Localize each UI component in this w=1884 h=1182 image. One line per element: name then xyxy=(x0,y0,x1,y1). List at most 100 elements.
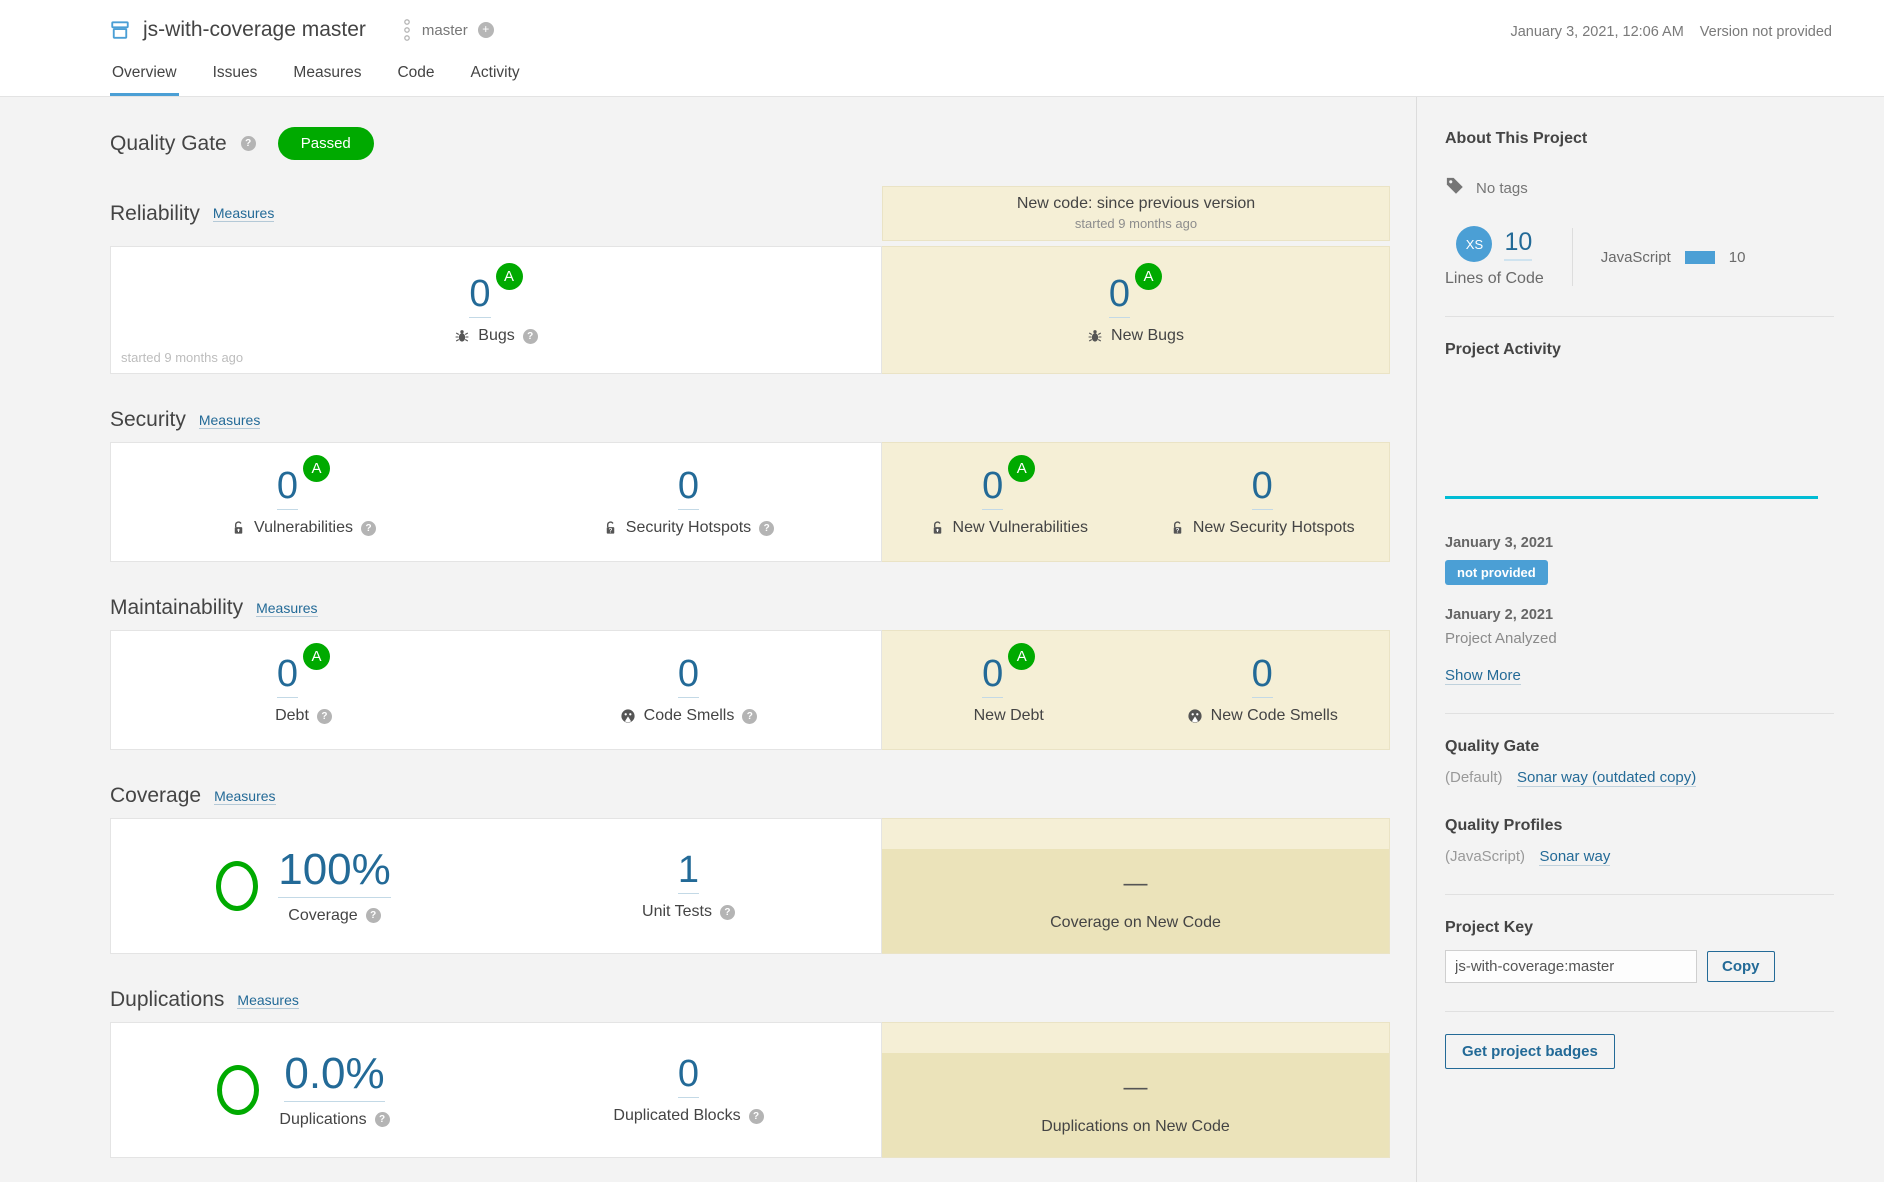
measure-security-hotspots: 0 ? Security Hotspots ? xyxy=(496,466,881,538)
rating-badge: A xyxy=(1008,454,1036,482)
svg-text:?: ? xyxy=(608,528,612,535)
bug-icon xyxy=(1087,328,1103,344)
security-hotspot-icon: ? xyxy=(1170,520,1185,536)
tab-measures[interactable]: Measures xyxy=(293,64,362,81)
measure-code-smells: 0 Code Smells ? xyxy=(496,654,881,726)
unit-tests-value-link[interactable]: 1 xyxy=(677,850,700,895)
project-tabs: Overview Issues Measures Code Activity xyxy=(110,56,522,96)
help-icon[interactable]: ? xyxy=(522,328,538,344)
section-head-coverage: Coverage Measures xyxy=(110,784,1390,808)
coverage-new-code-label: Coverage on New Code xyxy=(1050,914,1221,931)
activity-event: January 2, 2021 Project Analyzed xyxy=(1445,607,1834,647)
divider xyxy=(1445,894,1834,895)
duplications-gauge-icon xyxy=(217,1065,260,1115)
activity-sparkline[interactable] xyxy=(1445,383,1834,499)
section-head-security: Security Measures xyxy=(110,408,1390,432)
measure-new-code-smells: 0 New Code Smells xyxy=(1136,654,1390,726)
help-icon[interactable]: ? xyxy=(719,904,735,920)
measure-duplications: 0.0% Duplications ? xyxy=(111,1051,496,1128)
new-code-banner-subtitle: started 9 months ago xyxy=(1074,216,1198,231)
measures-link-security[interactable]: Measures xyxy=(198,411,261,429)
duplications-value-link[interactable]: 0.0% xyxy=(284,1051,385,1102)
help-icon[interactable]: ? xyxy=(361,520,376,536)
maintainability-overall-card: 0 A Debt ? 0 xyxy=(110,630,882,750)
svg-text:?: ? xyxy=(1175,528,1179,535)
add-branch-icon[interactable]: + xyxy=(477,22,494,38)
duplications-newcode-card: — Duplications on New Code xyxy=(882,1022,1390,1158)
rating-badge: A xyxy=(303,642,331,670)
project-key-input[interactable] xyxy=(1445,950,1697,983)
branch-selector[interactable]: master + xyxy=(402,18,494,42)
hotspots-value-link[interactable]: 0 xyxy=(677,466,700,511)
reliability-newcode-card: 0 A xyxy=(882,246,1390,374)
new-bugs-value-link[interactable]: 0 xyxy=(1108,274,1131,319)
quality-gate-status-badge: Passed xyxy=(277,127,374,160)
measures-link-reliability[interactable]: Measures xyxy=(212,205,275,222)
new-code-banner: New code: since previous version started… xyxy=(882,186,1390,241)
section-head-maintainability: Maintainability Measures xyxy=(110,596,1390,620)
vulnerabilities-value-link[interactable]: 0 xyxy=(276,466,299,511)
copy-button[interactable]: Copy xyxy=(1707,951,1775,982)
quality-gate-row: Quality Gate ? Passed xyxy=(110,127,1390,160)
lines-of-code-link[interactable]: 10 xyxy=(1504,228,1533,261)
tab-activity[interactable]: Activity xyxy=(470,64,520,81)
help-icon[interactable]: ? xyxy=(742,708,758,724)
measures-link-maintainability[interactable]: Measures xyxy=(256,599,318,617)
activity-event: January 3, 2021 not provided xyxy=(1445,535,1834,585)
tag-icon xyxy=(1445,176,1465,200)
tab-overview[interactable]: Overview xyxy=(110,56,179,96)
help-icon[interactable]: ? xyxy=(365,908,381,924)
help-icon[interactable]: ? xyxy=(759,520,775,536)
code-smell-icon xyxy=(1187,708,1203,724)
vertical-divider xyxy=(1571,228,1573,286)
measure-new-debt: 0 A New Debt xyxy=(882,642,1136,726)
coverage-gauge-icon xyxy=(216,861,259,911)
coverage-value-link[interactable]: 100% xyxy=(278,847,391,898)
show-more-link[interactable]: Show More xyxy=(1445,667,1521,685)
tags-row[interactable]: No tags xyxy=(1445,176,1834,200)
bugs-value-link[interactable]: 0 xyxy=(469,274,491,319)
quality-gate-link[interactable]: Sonar way (outdated copy) xyxy=(1516,769,1697,787)
duplicated-blocks-value-link[interactable]: 0 xyxy=(677,1054,700,1099)
new-vulnerabilities-value-link[interactable]: 0 xyxy=(982,466,1004,511)
measure-debt: 0 A Debt ? xyxy=(111,642,496,726)
quality-profile-link[interactable]: Sonar way xyxy=(1539,848,1611,866)
help-icon[interactable]: ? xyxy=(374,1112,390,1128)
analysis-date: January 3, 2021, 12:06 AM xyxy=(1510,24,1684,40)
coverage-label: Coverage xyxy=(288,906,358,924)
coverage-new-code-value: — xyxy=(1123,870,1148,897)
duplications-new-code-value: — xyxy=(1123,1074,1148,1101)
rating-badge: A xyxy=(495,262,523,290)
measures-link-duplications[interactable]: Measures xyxy=(237,991,299,1009)
quality-profiles-title: Quality Profiles xyxy=(1445,817,1563,834)
measure-vulnerabilities: 0 A Vulnerabilities xyxy=(111,454,496,538)
measure-new-security-hotspots: 0 ? New Security Hotspots xyxy=(1136,466,1390,538)
new-hotspots-value-link[interactable]: 0 xyxy=(1251,466,1273,511)
coverage-newcode-card: — Coverage on New Code xyxy=(882,818,1390,954)
duplications-overall-card: 0.0% Duplications ? 0 Duplicated Blo xyxy=(110,1022,882,1158)
language-count: 10 xyxy=(1728,248,1746,266)
bugs-label: Bugs xyxy=(478,327,515,345)
section-head-duplications: Duplications Measures xyxy=(110,988,1390,1012)
help-icon[interactable]: ? xyxy=(316,708,332,724)
debt-value-link[interactable]: 0 xyxy=(276,654,299,699)
get-project-badges-button[interactable]: Get project badges xyxy=(1445,1034,1615,1069)
tab-issues[interactable]: Issues xyxy=(212,64,258,81)
activity-line xyxy=(1445,496,1818,499)
unit-tests-label: Unit Tests xyxy=(642,903,712,921)
project-icon xyxy=(110,20,130,40)
new-debt-value-link[interactable]: 0 xyxy=(982,654,1004,699)
measures-link-coverage[interactable]: Measures xyxy=(214,787,276,805)
help-icon[interactable]: ? xyxy=(748,1108,764,1124)
help-icon[interactable]: ? xyxy=(240,136,256,151)
new-code-smells-value-link[interactable]: 0 xyxy=(1251,654,1273,699)
code-smells-value-link[interactable]: 0 xyxy=(677,654,700,699)
measure-unit-tests: 1 Unit Tests ? xyxy=(496,850,881,922)
new-hotspots-label: New Security Hotspots xyxy=(1192,519,1355,537)
tab-code[interactable]: Code xyxy=(397,64,435,81)
security-cards: 0 A Vulnerabilities xyxy=(110,442,1390,562)
security-overall-card: 0 A Vulnerabilities xyxy=(110,442,882,562)
analysis-meta: January 3, 2021, 12:06 AM Version not pr… xyxy=(1510,24,1832,40)
branch-icon xyxy=(402,18,412,42)
page-title: js-with-coverage master xyxy=(143,18,366,41)
